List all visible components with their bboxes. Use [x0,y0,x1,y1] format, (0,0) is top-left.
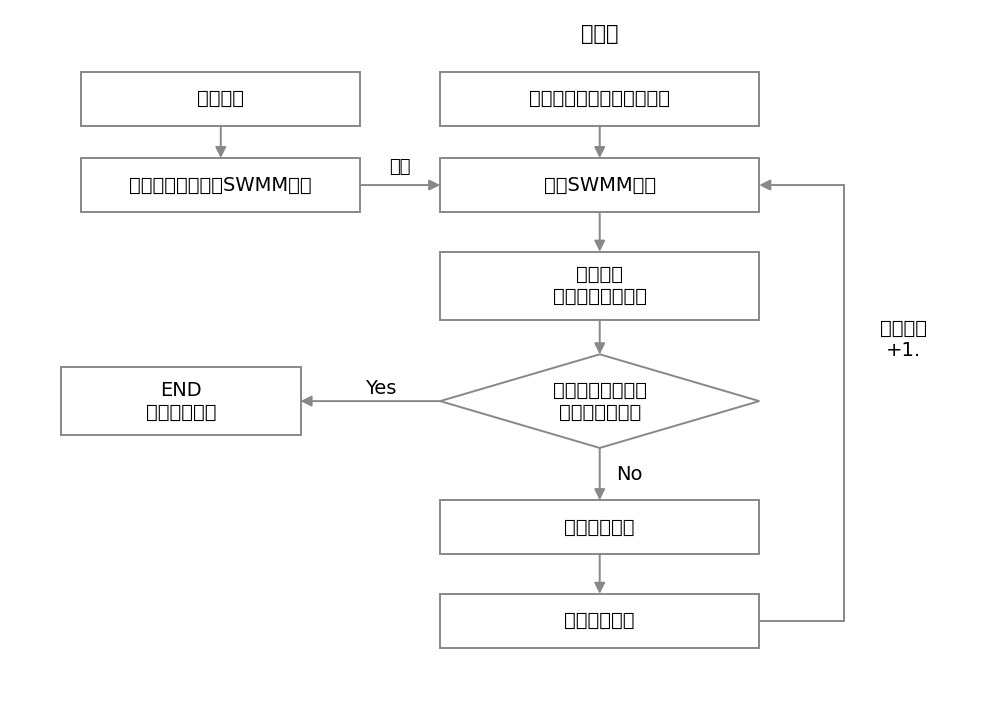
FancyBboxPatch shape [440,252,759,320]
Text: 迭代次数
+1.: 迭代次数 +1. [880,320,927,360]
FancyBboxPatch shape [440,158,759,212]
Text: 差分进化算法: 差分进化算法 [564,518,635,536]
Text: 入流: 入流 [390,158,411,176]
Text: 初始化: 初始化 [581,24,618,44]
FancyBboxPatch shape [440,500,759,554]
Text: 目标函数
最小化系统溢流量: 目标函数 最小化系统溢流量 [553,265,647,307]
FancyBboxPatch shape [81,72,360,126]
Text: No: No [616,465,643,484]
FancyBboxPatch shape [81,158,360,212]
Polygon shape [440,354,759,448]
Text: Yes: Yes [365,379,396,398]
Text: 河网SWMM模型: 河网SWMM模型 [544,176,656,194]
Text: 是否达到优化目标
或最大迭代次数: 是否达到优化目标 或最大迭代次数 [553,380,647,422]
Text: 上游雨水管网系统SWMM模型: 上游雨水管网系统SWMM模型 [129,176,312,194]
Text: 降雨数据: 降雨数据 [197,89,244,108]
Text: END
最优调度策略: END 最优调度策略 [146,380,216,422]
FancyBboxPatch shape [440,594,759,648]
Text: 初始调度策略（决策变量）: 初始调度策略（决策变量） [529,89,670,108]
FancyBboxPatch shape [61,367,301,435]
Text: 新的调度策略: 新的调度策略 [564,611,635,630]
FancyBboxPatch shape [440,72,759,126]
